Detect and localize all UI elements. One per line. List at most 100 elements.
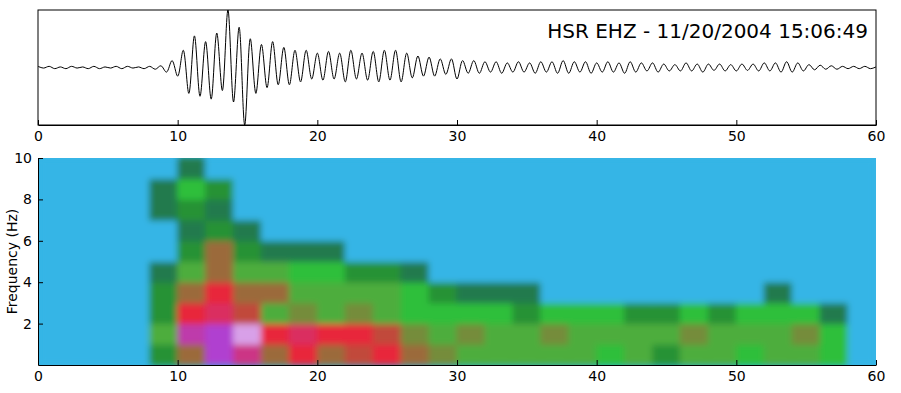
cell: [624, 240, 653, 262]
cell: [652, 158, 681, 179]
cell: [540, 199, 569, 221]
cell: [38, 158, 66, 179]
cell: [429, 220, 458, 242]
cell: [540, 302, 569, 324]
cell: [596, 178, 625, 200]
cell: [93, 282, 122, 304]
tick: 10: [169, 120, 187, 144]
cell: [317, 323, 346, 345]
plot-frame: [38, 10, 876, 125]
cell: [177, 261, 206, 283]
cell: [205, 220, 234, 242]
tick-mark: [38, 120, 39, 125]
cell: [736, 199, 765, 221]
cell: [792, 158, 821, 179]
cell: [484, 282, 513, 304]
cell: [568, 302, 597, 324]
cell: [317, 220, 346, 242]
cell: [65, 261, 94, 283]
cell: [457, 178, 486, 200]
cell: [429, 282, 458, 304]
tick: 40: [588, 120, 606, 144]
cell: [205, 302, 234, 324]
cell: [820, 323, 849, 345]
cell: [624, 282, 653, 304]
series-group: [38, 10, 876, 125]
cell: [820, 282, 849, 304]
cell: [289, 323, 318, 345]
cell: [680, 302, 709, 324]
cell: [401, 199, 430, 221]
cell: [708, 261, 737, 283]
plot-background: [38, 158, 876, 365]
axis-line: [39, 365, 877, 366]
cell: [596, 158, 625, 179]
cell: [764, 240, 793, 262]
cell: [429, 199, 458, 221]
tick-label: 60: [868, 368, 886, 384]
cell: [401, 344, 430, 365]
cell: [93, 158, 122, 179]
cell: [652, 220, 681, 242]
cell: [848, 261, 876, 283]
tick-label: 40: [588, 128, 606, 144]
cell: [708, 220, 737, 242]
cell: [596, 344, 625, 365]
cell: [820, 240, 849, 262]
cell: [708, 282, 737, 304]
cell: [38, 323, 66, 345]
tick-label: 10: [169, 368, 187, 384]
cell: [93, 261, 122, 283]
cell: [429, 344, 458, 365]
cell: [233, 199, 262, 221]
chart-title: HSR EHZ - 11/20/2004 15:06:49: [547, 19, 868, 43]
cell: [317, 344, 346, 365]
tick-mark: [38, 158, 43, 159]
cell: [373, 178, 402, 200]
cell: [680, 240, 709, 262]
cell: [373, 261, 402, 283]
tick: 30: [449, 120, 467, 144]
tick-label: 20: [309, 128, 327, 144]
cell: [596, 302, 625, 324]
cell: [820, 344, 849, 365]
panel: 246810Frequency (Hz)0102030405060: [4, 150, 885, 384]
tick-label: 4: [23, 274, 32, 290]
cell: [540, 178, 569, 200]
cell: [401, 158, 430, 179]
cell: [540, 240, 569, 262]
cell: [484, 302, 513, 324]
cell: [317, 178, 346, 200]
cell: [596, 199, 625, 221]
tick-mark: [876, 120, 877, 125]
cell: [317, 158, 346, 179]
cell: [652, 323, 681, 345]
cell: [149, 282, 178, 304]
cell: [848, 282, 876, 304]
cell: [93, 220, 122, 242]
cell: [121, 282, 150, 304]
cell: [484, 240, 513, 262]
cell: [652, 261, 681, 283]
cell: [792, 323, 821, 345]
cell: [121, 261, 150, 283]
cell: [345, 261, 374, 283]
cell: [624, 199, 653, 221]
cell: [848, 178, 876, 200]
cell: [373, 344, 402, 365]
cell: [792, 344, 821, 365]
cell: [401, 178, 430, 200]
cell: [317, 240, 346, 262]
cell: [484, 261, 513, 283]
cell: [596, 261, 625, 283]
cell: [680, 220, 709, 242]
cell: [121, 178, 150, 200]
cell: [484, 344, 513, 365]
cell: [736, 323, 765, 345]
cell: [736, 220, 765, 242]
tick: 0: [34, 120, 43, 144]
cell: [568, 178, 597, 200]
cell: [484, 220, 513, 242]
tick: 6: [23, 233, 43, 249]
x-axis: 0102030405060: [34, 360, 885, 384]
